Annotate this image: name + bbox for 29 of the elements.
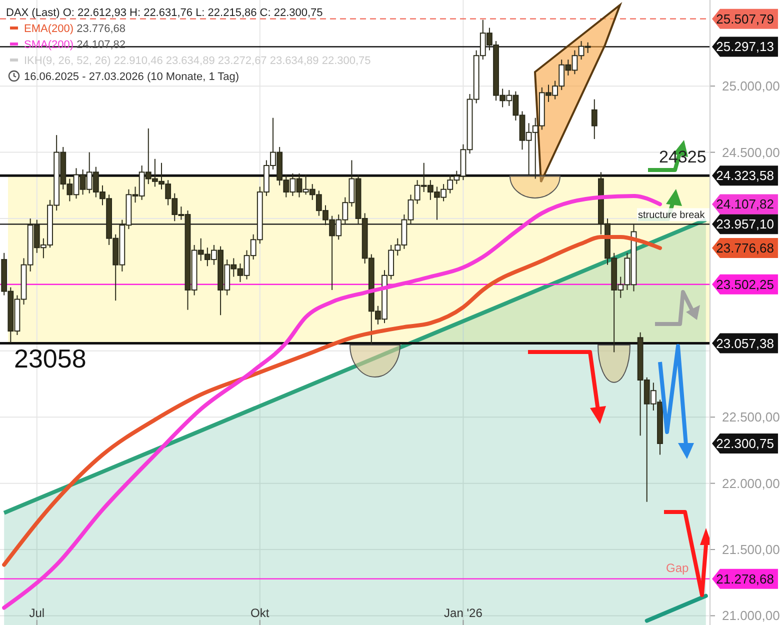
text: O: 22.612,93 H: 22.631,76 L: 22.215,86 C: 22.300,75 [62,7,323,19]
annotation: 23058 [14,343,86,374]
ref-line-label: 23.502,25 [716,276,774,292]
ref-line-label: 24.323,58 [716,168,774,184]
ref-line-label: 21.278,68 [716,571,774,586]
y-tick-label: 22.500,00 [722,410,780,425]
y-tick-label: 21.500,00 [722,542,780,558]
text: 23.776,68 [716,240,774,256]
x-tick-label: Okt [250,606,270,620]
line-series [2,235,662,567]
text: 24.107,82 [716,196,774,212]
y-tick-label: 25.000,00 [722,78,780,94]
x-tick-label: Jan '26 [444,606,483,620]
x-tick-label: Jul [29,606,45,620]
annotation: 23.776,68 [74,23,126,35]
text: DAX (Last) [6,7,60,19]
annotation: structure break [638,210,706,222]
ref-line-label: 23.957,10 [716,216,774,232]
annotation: Gap [666,560,690,575]
legend-label: EMA(200) [24,23,74,35]
y-tick-label: 24.500,00 [722,144,780,160]
annotation: 16.06.2025 - 27.03.2026 (10 Monate, 1 Tag) [24,71,240,83]
ref-line-label: 23.057,38 [716,336,774,351]
ref-line-label: 25.507,79 [716,11,774,26]
y-tick-label: 22.000,00 [722,476,780,491]
text: 22.300,75 [716,436,774,451]
ref-line-label: 25.297,13 [716,39,774,54]
y-tick-label: 21.000,00 [722,608,780,624]
candlestick [591,98,598,140]
